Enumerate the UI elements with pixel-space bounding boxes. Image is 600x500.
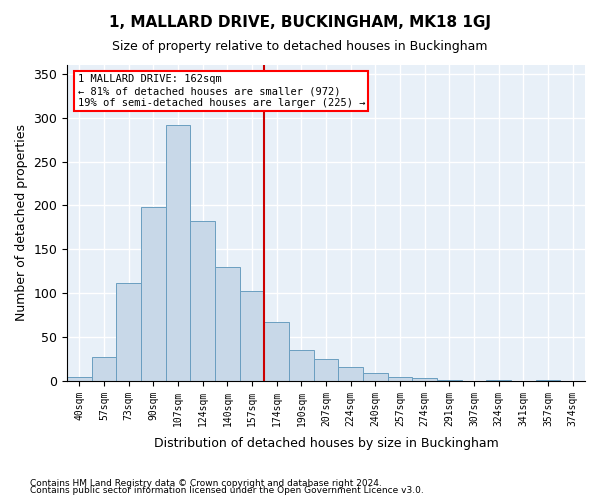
X-axis label: Distribution of detached houses by size in Buckingham: Distribution of detached houses by size … [154,437,499,450]
Bar [265,322,289,381]
Bar [388,378,412,381]
Bar [92,357,116,381]
Bar [437,380,462,381]
Bar [314,359,338,381]
Bar [487,380,511,381]
Y-axis label: Number of detached properties: Number of detached properties [15,124,28,322]
Text: Size of property relative to detached houses in Buckingham: Size of property relative to detached ho… [112,40,488,53]
Bar [141,207,166,381]
Bar [536,380,560,381]
Bar [338,367,363,381]
Text: Contains public sector information licensed under the Open Government Licence v3: Contains public sector information licen… [30,486,424,495]
Bar [289,350,314,381]
Text: 1, MALLARD DRIVE, BUCKINGHAM, MK18 1GJ: 1, MALLARD DRIVE, BUCKINGHAM, MK18 1GJ [109,15,491,30]
Text: Contains HM Land Registry data © Crown copyright and database right 2024.: Contains HM Land Registry data © Crown c… [30,478,382,488]
Bar [240,290,265,381]
Bar [67,376,92,381]
Text: 1 MALLARD DRIVE: 162sqm
← 81% of detached houses are smaller (972)
19% of semi-d: 1 MALLARD DRIVE: 162sqm ← 81% of detache… [77,74,365,108]
Bar [412,378,437,381]
Bar [363,373,388,381]
Bar [116,282,141,381]
Bar [215,267,240,381]
Bar [190,221,215,381]
Bar [166,124,190,381]
